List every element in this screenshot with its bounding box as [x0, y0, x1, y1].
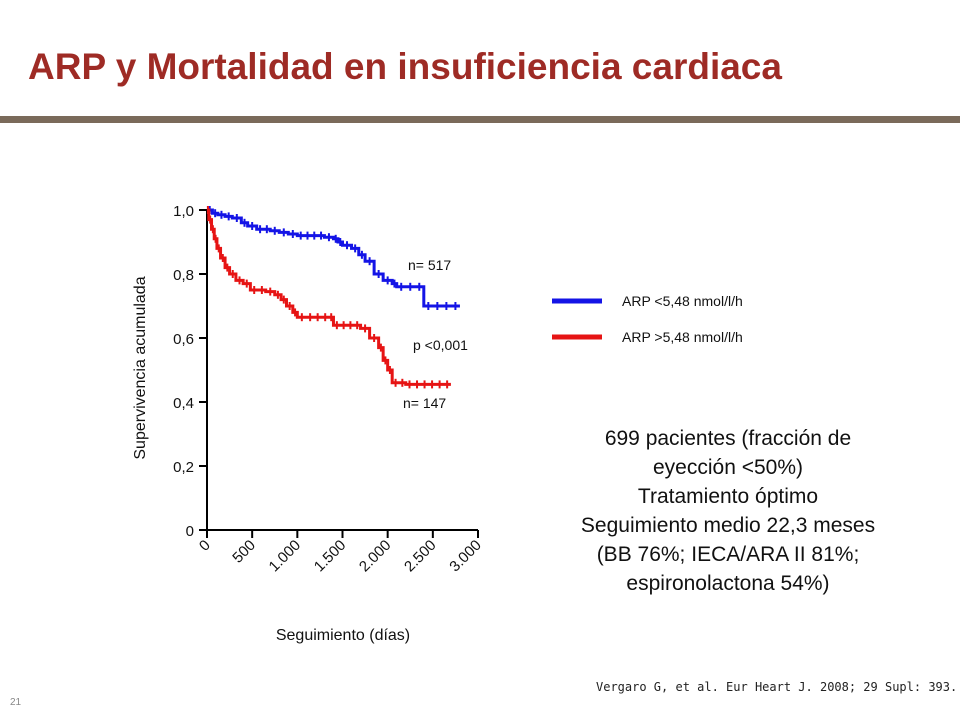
p-value-label: p <0,001 — [413, 337, 468, 353]
x-tick-label: 1.000 — [266, 537, 305, 576]
y-tick-label: 0,4 — [173, 395, 194, 412]
chart-legend: ARP <5,48 nmol/l/h ARP >5,48 nmol/l/h — [552, 293, 743, 345]
slide-number: 21 — [10, 697, 22, 708]
x-tick-label: 0 — [196, 537, 214, 555]
y-tick-label: 0,2 — [173, 459, 194, 476]
n-blue-label: n= 517 — [408, 257, 451, 273]
info-line: 699 pacientes (fracción de — [604, 427, 852, 450]
study-info: 699 pacientes (fracción de eyección <50%… — [548, 424, 908, 598]
info-line: Tratamiento óptimo — [637, 485, 819, 508]
x-tick-label: 2.000 — [356, 537, 395, 576]
y-axis-title: Supervivencia acumulada — [132, 276, 149, 459]
chart-labels: n= 517 p <0,001 n= 147 — [403, 257, 468, 411]
legend-label-1: ARP <5,48 nmol/l/h — [622, 293, 743, 309]
chart-series — [206, 206, 460, 389]
survival-line-1 — [207, 208, 460, 308]
y-tick-label: 0 — [186, 523, 194, 540]
info-line: espironolactona 54%) — [626, 572, 830, 595]
y-tick-label: 0,8 — [173, 267, 194, 284]
n-red-label: n= 147 — [403, 395, 446, 411]
y-tick-label: 0,6 — [173, 331, 194, 348]
y-tick-label: 1,0 — [173, 203, 194, 220]
info-line: Seguimiento medio 22,3 meses — [580, 514, 876, 537]
title-divider — [0, 116, 960, 123]
x-tick-label: 1.500 — [311, 537, 350, 576]
slide-title: ARP y Mortalidad en insuficiencia cardia… — [28, 46, 782, 87]
info-line: eyección <50%) — [652, 456, 803, 479]
x-tick-label: 2.500 — [401, 537, 440, 576]
citation: Vergaro G, et al. Eur Heart J. 2008; 29 … — [596, 680, 958, 694]
x-axis-title: Seguimiento (días) — [276, 627, 410, 644]
legend-label-2: ARP >5,48 nmol/l/h — [622, 329, 743, 345]
info-line: (BB 76%; IECA/ARA II 81%; — [596, 543, 860, 566]
x-tick-label: 3.000 — [446, 537, 485, 576]
x-tick-label: 500 — [229, 537, 259, 567]
